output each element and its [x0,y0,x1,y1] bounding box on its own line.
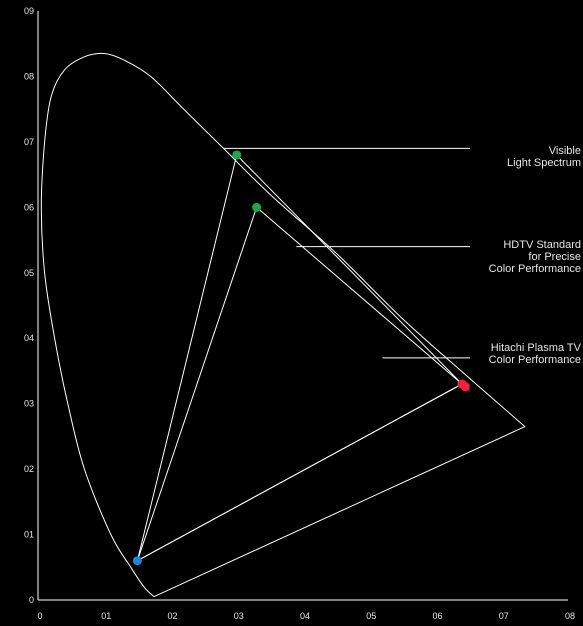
x-tick-label: 06 [432,611,442,621]
x-tick-label: 04 [300,611,310,621]
y-tick-label: 01 [24,530,34,540]
visible-spectrum-label-line: Light Spectrum [507,157,581,169]
y-tick-label: 09 [24,6,34,16]
y-tick-label: 03 [24,399,34,409]
curves [40,52,526,598]
visible-spectrum-label: Visible Light Spectrum [507,145,581,169]
x-tick-label: 02 [167,611,177,621]
green-primary-hdtv-marker [232,150,242,160]
y-tick-label: 0 [29,595,34,605]
x-tick-label: 01 [101,611,111,621]
y-tick-label: 06 [24,202,34,212]
x-tick-label: 0 [37,611,42,621]
plasma-tv-label-line: Color Performance [489,354,581,366]
plasma-tv-label-line: Hitachi Plasma TV [491,342,582,354]
markers [132,150,470,566]
visible-spectrum-label-line: Visible [549,145,581,157]
visible-spectrum-outline [40,52,526,598]
hdtv-standard-label-line: HDTV Standard [503,239,581,251]
x-tick-label: 07 [499,611,509,621]
y-tick-label: 05 [24,268,34,278]
green-primary-plasma-marker [252,202,262,212]
blue-primary-marker [132,556,142,566]
axes: 0 01 02 03 04 05 06 07 08 0 01 02 03 04 05 06 07 08 09 [24,6,575,621]
hdtv-standard-label-line: for Precise [528,251,581,263]
y-tick-label: 04 [24,333,34,343]
annotations: Visible Light Spectrum HDTV Standard for Pr… [223,145,582,366]
x-tick-label: 08 [565,611,575,621]
x-tick-label: 03 [234,611,244,621]
red-primary-plasma-marker [460,382,470,392]
hdtv-standard-label-line: Color Performance [489,263,581,275]
plasma-tv-label: Hitachi Plasma TV Color Performance [489,342,582,366]
x-tick-label: 05 [366,611,376,621]
plasma-triangle [136,206,463,562]
y-tick-label: 02 [24,464,34,474]
y-tick-label: 07 [24,137,34,147]
y-tick-label: 08 [24,71,34,81]
hdtv-standard-label: HDTV Standard for Precise Color Performanc… [489,239,581,275]
